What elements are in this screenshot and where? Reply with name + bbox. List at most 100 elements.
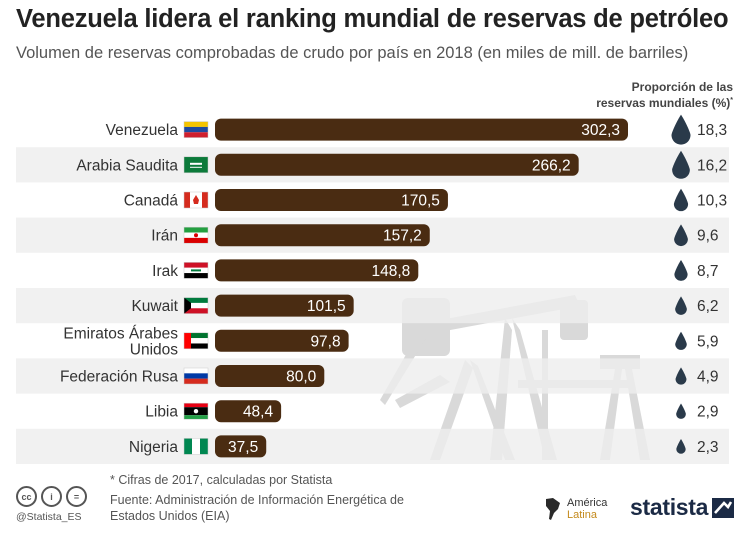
oil-drop-icon <box>672 150 690 179</box>
chart-row: Irak 148,8 8,7 <box>152 259 719 282</box>
bar <box>215 329 349 352</box>
bar <box>215 365 325 387</box>
statista-mark-icon <box>712 497 735 518</box>
share-value-label: 4,9 <box>697 369 719 386</box>
share-header-line1: Proporción de las <box>631 80 733 94</box>
share-value-label: 6,2 <box>697 298 719 315</box>
category-label-line: Nigeria <box>129 439 178 456</box>
footnote: * Cifras de 2017, calculadas por Statist… <box>110 473 333 487</box>
share-header-line2: reservas mundiales (%) <box>596 96 731 110</box>
category-label-line: Unidos <box>130 341 178 358</box>
attribution-icon[interactable]: i <box>41 486 62 507</box>
no-derivatives-icon[interactable]: = <box>66 486 87 507</box>
category-label-line: Irak <box>152 263 178 280</box>
category-label-line: Libia <box>145 404 178 421</box>
nigeria-flag-icon <box>183 438 209 455</box>
category-label-line: Emiratos Árabes <box>63 325 178 342</box>
bar-value-label: 157,2 <box>383 228 422 245</box>
source-note: Fuente: Administración de Información En… <box>110 493 404 523</box>
bar-chart: Venezuela 302,3 18,3 Arabia Saudita 266,2 16,… <box>16 114 729 464</box>
category-label: Nigeria <box>129 439 178 456</box>
chart-row: Libia 48,4 2,9 <box>145 400 719 423</box>
latin-america-map-icon <box>546 498 560 520</box>
bar <box>215 224 430 247</box>
iraq-flag-icon <box>183 262 209 279</box>
category-label-line: Irán <box>151 228 178 245</box>
oil-drop-icon <box>673 188 689 212</box>
bar <box>215 294 354 317</box>
row-stripe <box>16 288 729 324</box>
category-label: Venezuela <box>106 122 179 139</box>
america-latina-logo[interactable]: América Latina <box>543 497 607 521</box>
share-value-label: 16,2 <box>697 157 727 174</box>
chart-row: Canadá 170,5 10,3 <box>124 188 727 212</box>
america-latina-line2: Latina <box>567 509 597 521</box>
canada-flag-icon <box>183 191 209 209</box>
share-value-label: 5,9 <box>697 333 719 350</box>
category-label: Irán <box>151 228 178 245</box>
oil-drop-icon <box>676 403 686 419</box>
category-label: Canadá <box>124 193 179 210</box>
saudi-arabia-flag-icon <box>183 156 209 174</box>
share-value-label: 9,6 <box>697 228 719 245</box>
share-column-header: Proporción de las reservas mundiales (%)… <box>533 80 733 110</box>
share-value-label: 2,9 <box>697 404 719 421</box>
bar <box>215 435 267 458</box>
share-value-label: 8,7 <box>697 263 719 280</box>
russia-flag-icon <box>183 367 209 385</box>
statista-logo[interactable]: statista <box>630 494 735 521</box>
chart-title: Venezuela lidera el ranking mundial de r… <box>16 5 729 33</box>
oil-drop-icon <box>675 331 687 350</box>
oil-drop-icon <box>675 296 687 315</box>
row-stripe <box>16 428 729 464</box>
bar <box>215 118 628 141</box>
bar-value-label: 302,3 <box>581 122 620 139</box>
category-label: Libia <box>145 404 178 421</box>
kuwait-flag-icon <box>183 297 209 314</box>
bar <box>215 189 448 211</box>
statista-wordmark: statista <box>630 494 709 520</box>
row-stripe <box>16 358 729 394</box>
share-value-label: 18,3 <box>697 122 727 139</box>
category-label-line: Canadá <box>124 193 179 210</box>
category-label: Irak <box>152 263 178 280</box>
bar-value-label: 101,5 <box>307 298 346 315</box>
bar-value-label: 37,5 <box>228 439 258 456</box>
category-label: Arabia Saudita <box>76 157 178 174</box>
oil-drop-icon <box>674 259 688 281</box>
uae-flag-icon <box>183 332 209 350</box>
chart-row: Irán 157,2 9,6 <box>16 217 729 253</box>
category-label-line: Kuwait <box>131 298 178 315</box>
category-label-line: Arabia Saudita <box>76 157 178 174</box>
bar-value-label: 48,4 <box>243 404 274 421</box>
category-label-line: Federación Rusa <box>60 369 178 386</box>
category-label: Federación Rusa <box>60 369 178 386</box>
chart-subtitle: Volumen de reservas comprobadas de crudo… <box>16 44 689 62</box>
chart-row: Arabia Saudita 266,2 16,2 <box>16 147 729 183</box>
twitter-handle[interactable]: @Statista_ES <box>16 511 82 523</box>
bar <box>215 153 579 176</box>
bar <box>215 259 419 282</box>
america-latina-line1: América <box>567 497 608 509</box>
share-value-label: 2,3 <box>697 439 719 456</box>
bar-value-label: 170,5 <box>401 193 440 210</box>
oil-drop-icon <box>676 439 686 454</box>
creative-commons-icon[interactable]: cc <box>16 486 37 507</box>
chart-row: Federación Rusa 80,0 4,9 <box>16 358 729 394</box>
oil-drop-icon <box>671 114 691 145</box>
share-value-label: 10,3 <box>697 193 727 210</box>
bar <box>215 400 282 423</box>
iran-flag-icon <box>183 226 209 244</box>
bar-value-label: 97,8 <box>310 333 340 350</box>
bar-value-label: 148,8 <box>371 263 410 280</box>
oil-drop-icon <box>675 367 687 385</box>
libya-flag-icon <box>183 402 209 420</box>
oil-drop-icon <box>674 224 688 247</box>
category-label-line: Venezuela <box>106 122 179 139</box>
share-header-mark: * <box>730 97 733 104</box>
chart-row: Nigeria 37,5 2,3 <box>16 428 729 464</box>
bar-value-label: 266,2 <box>532 157 571 174</box>
category-label: Kuwait <box>131 298 178 315</box>
